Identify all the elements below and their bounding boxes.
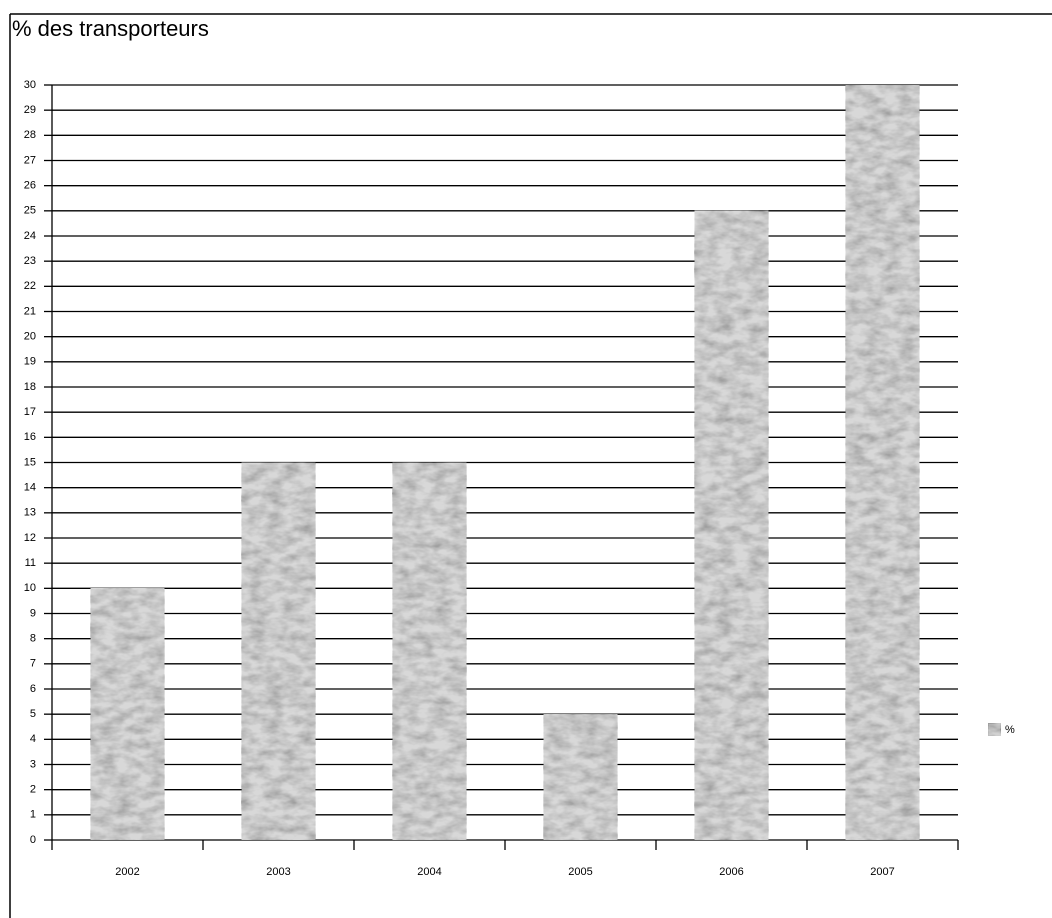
y-tick-label: 7 [30, 658, 36, 670]
x-tick-label: 2003 [266, 866, 290, 878]
y-tick-label: 11 [25, 557, 36, 569]
y-tick-label: 15 [24, 456, 36, 468]
y-tick-label: 19 [24, 356, 36, 368]
y-tick-label: 8 [30, 633, 36, 645]
legend-label: % [1005, 724, 1015, 736]
bar [392, 462, 467, 841]
legend-swatch [987, 722, 1002, 737]
x-tick-label: 2005 [568, 866, 592, 878]
y-tick-label: 21 [24, 305, 36, 317]
y-tick-label: 3 [30, 758, 36, 770]
bar [543, 713, 618, 841]
y-tick-label: 20 [24, 331, 36, 343]
chart-title: % des transporteurs [12, 16, 209, 41]
y-tick-label: 10 [24, 582, 36, 594]
y-tick-label: 2 [30, 784, 36, 796]
y-tick-label: 13 [24, 507, 36, 519]
y-tick-label: 9 [30, 607, 36, 619]
x-tick-label: 2006 [719, 866, 743, 878]
y-tick-label: 0 [30, 834, 36, 846]
y-tick-label: 5 [30, 708, 36, 720]
y-tick-label: 27 [24, 154, 36, 166]
y-tick-label: 25 [24, 205, 36, 217]
y-tick-label: 22 [24, 280, 36, 292]
y-tick-label: 24 [24, 230, 36, 242]
x-tick-label: 2002 [115, 866, 139, 878]
bar [845, 84, 920, 841]
bar [241, 462, 316, 841]
y-tick-label: 4 [30, 733, 36, 745]
y-tick-label: 29 [24, 104, 36, 116]
y-tick-label: 14 [24, 482, 36, 494]
y-tick-label: 28 [24, 129, 36, 141]
y-tick-label: 30 [24, 79, 36, 91]
y-tick-label: 6 [30, 683, 36, 695]
y-tick-label: 12 [24, 532, 36, 544]
x-tick-label: 2007 [870, 866, 894, 878]
bar [694, 210, 769, 841]
bar [90, 587, 165, 841]
y-tick-label: 26 [24, 180, 36, 192]
y-tick-label: 16 [24, 431, 36, 443]
x-tick-label: 2004 [417, 866, 441, 878]
y-tick-label: 17 [24, 406, 36, 418]
y-tick-label: 23 [24, 255, 36, 267]
y-tick-label: 18 [24, 381, 36, 393]
y-tick-label: 1 [30, 809, 36, 821]
